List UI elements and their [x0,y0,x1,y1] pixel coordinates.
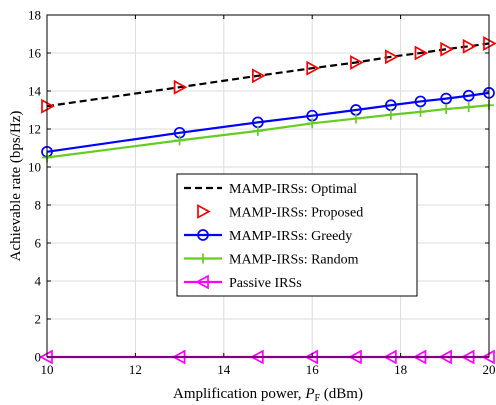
y-tick-label: 12 [28,122,41,137]
legend-item: MAMP-IRSs: Proposed [197,204,363,221]
x-tick-label: 12 [129,362,142,377]
x-tick-label: 20 [483,362,496,377]
data-point [174,135,185,146]
data-point [251,68,266,84]
legend-marker [198,253,208,264]
data-point [440,41,454,57]
data-point [462,38,477,54]
y-tick-label: 14 [28,84,42,99]
y-tick-label: 4 [35,274,42,289]
y-axis-label: Achievable rate (bps/Hz) [8,111,24,262]
legend-items: MAMP-IRSs: Optimal MAMP-IRSs: Proposed MAM… [184,182,363,291]
x-tick-label: 10 [41,362,54,377]
series-line [46,104,490,159]
data-point [306,60,320,76]
legend-marker [197,204,211,219]
legend-item: MAMP-IRSs: Optimal [184,182,357,197]
y-tick-label: 8 [35,198,42,213]
x-axis-label: Amplification power, PF (dBm) [173,386,363,404]
y-tick-label: 0 [35,350,42,365]
data-point [252,125,263,136]
legend-label: MAMP-IRSs: Proposed [229,206,363,221]
series-4 [42,100,494,163]
data-point [173,79,188,95]
data-point [462,89,475,102]
legend-label: MAMP-IRSs: Random [229,253,359,268]
data-point [415,106,426,117]
x-tick-label: 14 [217,362,231,377]
y-tick-label: 6 [35,236,42,251]
tick-labels: 10 12 14 16 18 20 0 2 4 6 8 10 12 14 16 18 [28,8,496,378]
data-point [440,92,452,105]
y-tick-label: 2 [35,312,42,327]
series-3 [41,87,495,158]
plot-frame [46,14,490,358]
y-tick-label: 16 [28,46,42,61]
legend-label: MAMP-IRSs: Greedy [229,229,352,244]
data-point [463,102,474,113]
legend-box [176,173,418,297]
data-point [441,104,452,115]
legend-item: Passive IRSs [184,274,302,291]
x-tick-label: 16 [306,362,320,377]
ticks [46,14,490,358]
data-point [414,45,429,61]
y-tick-label: 10 [28,160,41,175]
legend-label: Passive IRSs [229,276,302,291]
data-point [350,113,361,124]
x-tick-label: 18 [394,362,407,377]
data-point [307,118,318,129]
legend-marker [195,274,209,290]
legend-item: MAMP-IRSs: Random [184,253,359,268]
legend-marker [197,229,209,241]
data-point [414,95,427,108]
data-point [385,49,399,65]
data-point [385,109,396,120]
data-point [350,55,364,70]
y-tick-label: 18 [28,8,41,23]
legend-label: MAMP-IRSs: Optimal [229,182,357,197]
legend-item: MAMP-IRSs: Greedy [184,229,352,244]
series-line [46,91,490,153]
legend: MAMP-IRSs: Optimal MAMP-IRSs: Proposed MAM… [176,173,418,297]
